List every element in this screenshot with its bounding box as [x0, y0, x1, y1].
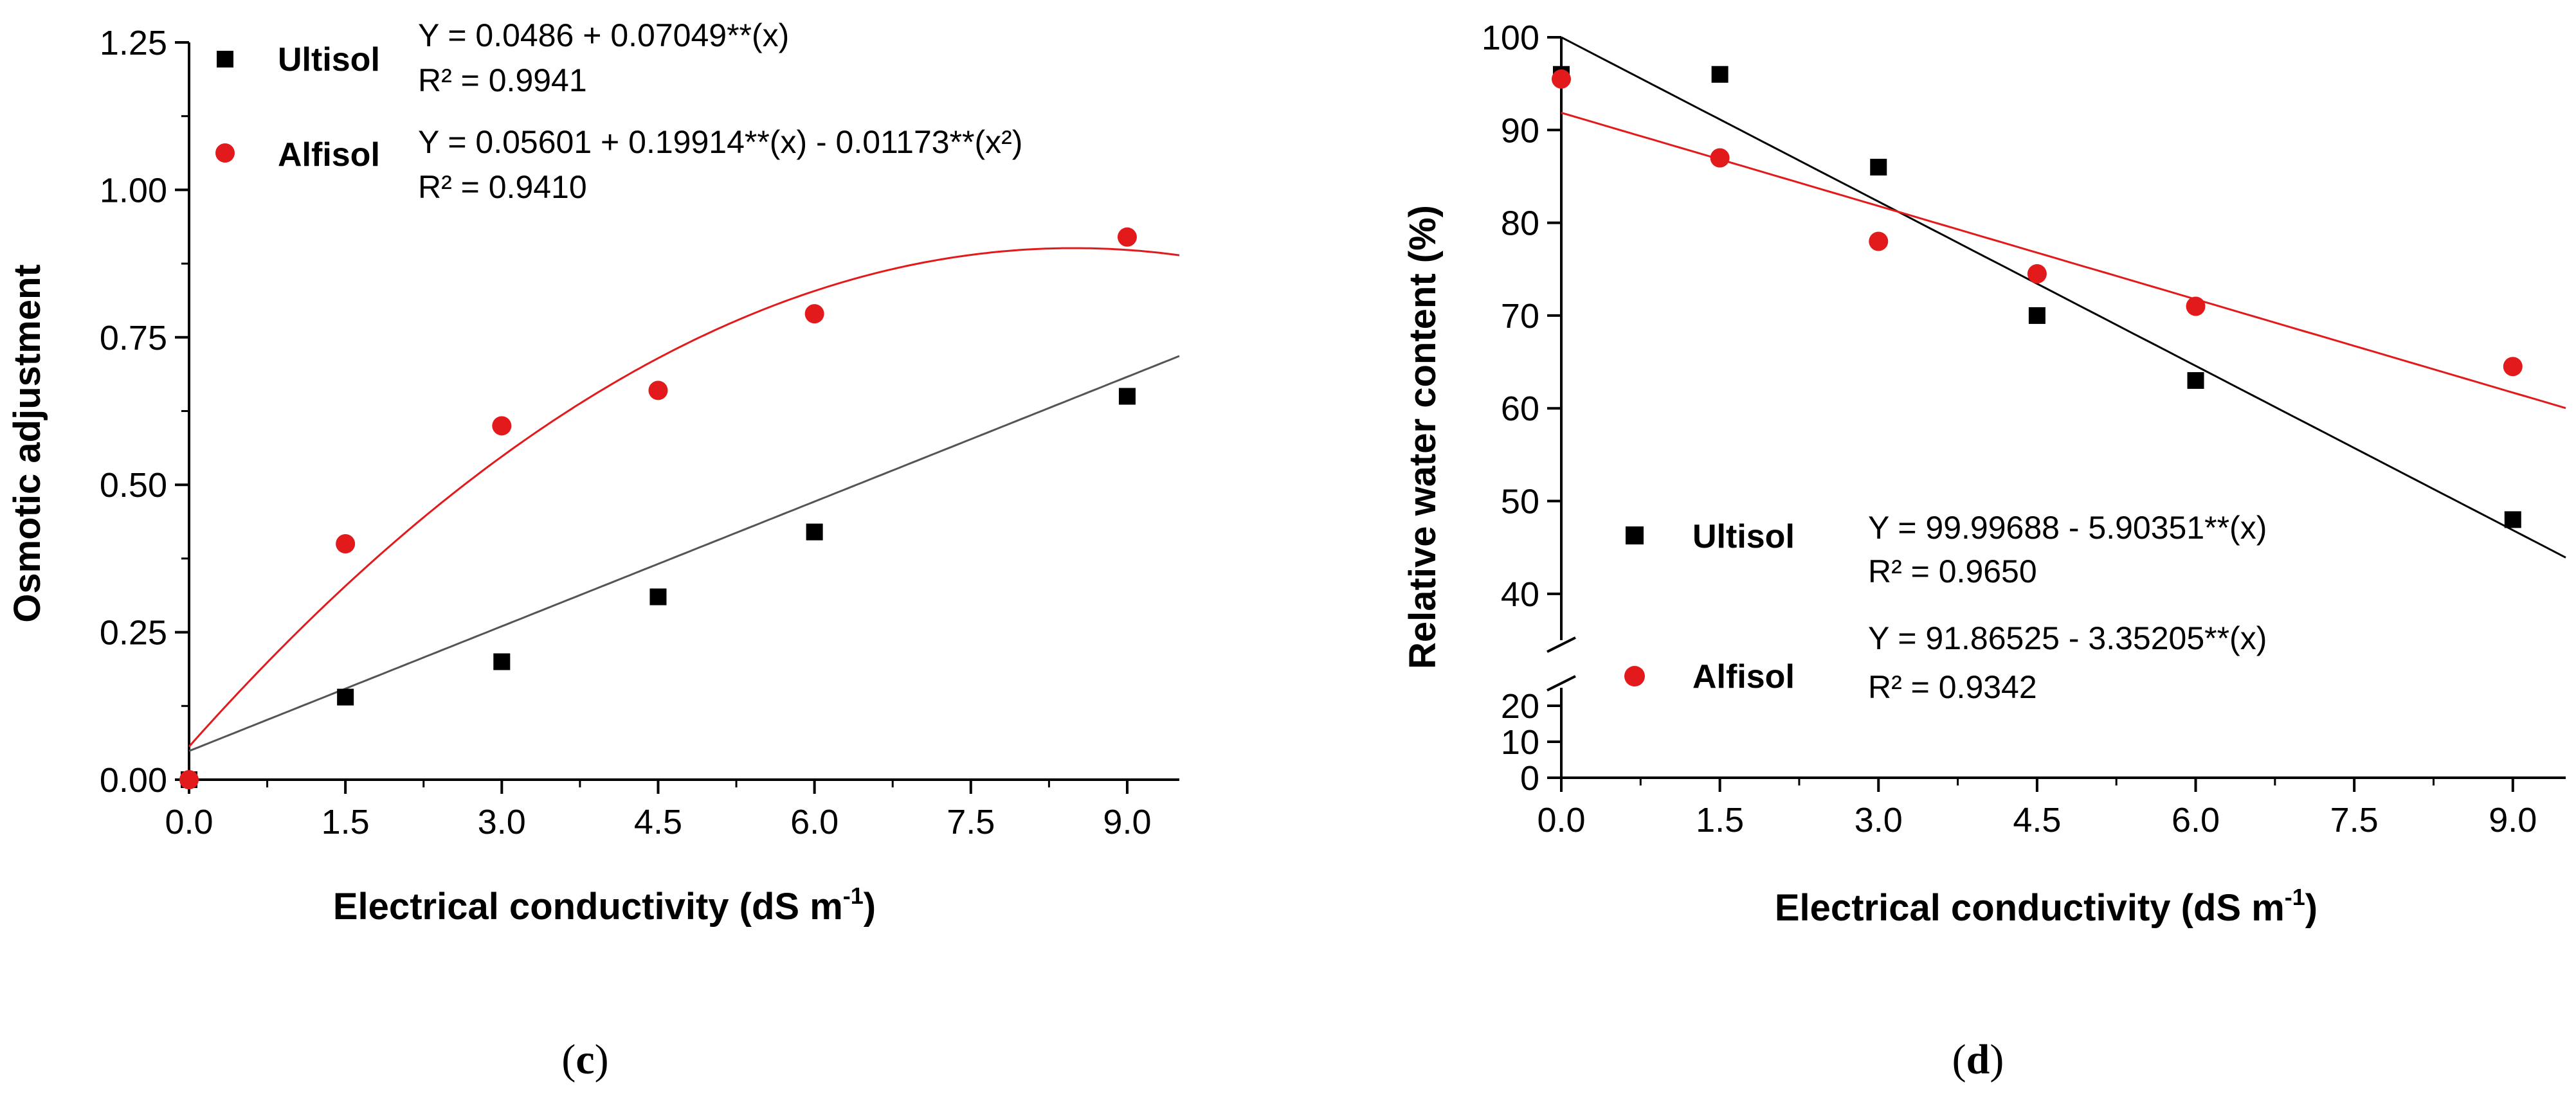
- data-point-ultisol-d: [2028, 307, 2045, 324]
- panel-d-y-tick-label: 100: [1482, 19, 1539, 57]
- fit-line-ultisol-c: [188, 355, 1180, 752]
- data-point-ultisol-d: [1711, 66, 1728, 83]
- equation-ultisol-c: Y = 0.0486 + 0.07049**(x): [418, 17, 789, 53]
- fit-line-alfisol-c: [188, 247, 1180, 748]
- panel-c-osmotic-adjustment: 0.0 1.5 3.0 4.5 6.0 7.5 9.0 0.00 0.25 0.50 0.75 1.0…: [6, 17, 1180, 1083]
- panel-d-data-points: [1552, 66, 2523, 528]
- data-point-alfisol-d: [1869, 231, 1889, 251]
- panel-c-y-tick-label: 0.25: [100, 614, 167, 652]
- data-point-alfisol-c: [1117, 227, 1137, 247]
- panel-d-x-tick-label: 4.5: [2013, 801, 2061, 839]
- data-point-ultisol-c: [493, 653, 511, 670]
- panel-c-fit-lines: [188, 247, 1180, 752]
- panel-c-y-tick-label: 0.75: [100, 319, 167, 357]
- panel-c-x-tick-label: 4.5: [634, 803, 682, 841]
- panel-d-x-tick-label: 7.5: [2330, 801, 2379, 839]
- data-point-alfisol-c: [804, 304, 824, 324]
- data-point-alfisol-c: [492, 416, 512, 436]
- panel-c-x-tick-label: 0.0: [165, 803, 213, 841]
- data-point-ultisol-c: [337, 688, 354, 706]
- data-point-alfisol-c: [179, 770, 199, 789]
- panel-d-y-tick-label: 80: [1501, 204, 1539, 243]
- panel-d-x-tick-label: 3.0: [1855, 801, 1903, 839]
- panel-c-legend: Ultisol Y = 0.0486 + 0.07049**(x) R² = 0…: [215, 17, 1022, 205]
- legend-label-ultisol-c: Ultisol: [278, 41, 380, 78]
- r2-alfisol-d: R² = 0.9342: [1868, 669, 2037, 705]
- panel-d-x-axis-title: Electrical conductivity (dS m-1): [1775, 884, 2317, 929]
- legend-marker-alfisol-d: [1624, 666, 1645, 686]
- legend-marker-ultisol-d: [1626, 526, 1644, 544]
- panel-d-y-tick-label: 40: [1501, 575, 1539, 614]
- panel-c-x-tick-label: 7.5: [947, 803, 995, 841]
- r2-ultisol-c: R² = 0.9941: [418, 62, 587, 98]
- r2-alfisol-c: R² = 0.9410: [418, 169, 587, 205]
- data-point-alfisol-d: [2186, 296, 2206, 316]
- fit-line-ultisol-d: [1561, 36, 2566, 559]
- panel-d-x-tick-label: 6.0: [2172, 801, 2220, 839]
- panel-d-y-tick-label: 50: [1501, 483, 1539, 521]
- legend-label-alfisol-c: Alfisol: [278, 136, 380, 174]
- panel-c-x-tick-label: 1.5: [322, 803, 370, 841]
- panel-d-y-tick-label: 90: [1501, 111, 1539, 150]
- data-point-alfisol-c: [648, 381, 668, 400]
- data-point-alfisol-c: [336, 534, 356, 553]
- panel-c-x-tick-label: 9.0: [1103, 803, 1151, 841]
- panel-c-y-tick-label: 1.00: [100, 171, 167, 210]
- panel-d-y-tick-label: 70: [1501, 297, 1539, 336]
- data-point-ultisol-c: [1118, 388, 1136, 405]
- panel-d-relative-water-content: 0.0 1.5 3.0 4.5 6.0 7.5 9.0 40 50 60 70 80 90 100 0102…: [1402, 19, 2566, 1083]
- data-point-ultisol-d: [2187, 372, 2204, 389]
- panel-c-axes: 0.0 1.5 3.0 4.5 6.0 7.5 9.0 0.00 0.25 0.50 0.75 1.0…: [100, 24, 1179, 841]
- panel-d-axis-break-mark: [1547, 675, 1576, 692]
- panel-c-y-tick-label: 0.00: [100, 761, 167, 800]
- panel-d-axis-break-mark: [1547, 636, 1576, 653]
- panel-d-x-tick-label: 0.0: [1537, 801, 1585, 839]
- data-point-ultisol-d: [1870, 159, 1887, 176]
- panel-d-y-tick-label: 0: [1520, 759, 1539, 798]
- data-point-ultisol-c: [649, 588, 667, 605]
- panel-c-data-points: [179, 227, 1137, 789]
- panel-c-y-tick-label: 1.25: [100, 24, 167, 62]
- panel-c-y-axis-title: Osmotic adjustment: [6, 264, 48, 623]
- legend-label-ultisol-d: Ultisol: [1692, 518, 1795, 555]
- panel-c-caption: (c): [561, 1036, 608, 1083]
- fit-line-alfisol-d: [1561, 111, 2566, 409]
- panel-c-x-tick-label: 3.0: [478, 803, 526, 841]
- panel-d-x-tick-label: 9.0: [2489, 801, 2537, 839]
- legend-marker-ultisol-c: [217, 51, 233, 67]
- panel-d-y-axis-title: Relative water content (%): [1402, 205, 1444, 669]
- data-point-alfisol-d: [1710, 148, 1730, 168]
- panel-d-caption: (d): [1952, 1036, 2004, 1083]
- legend-label-alfisol-d: Alfisol: [1692, 658, 1795, 695]
- r2-ultisol-d: R² = 0.9650: [1868, 553, 2037, 589]
- panel-c-x-tick-label: 6.0: [790, 803, 839, 841]
- data-point-ultisol-c: [806, 523, 823, 541]
- panel-d-y-tick-label: 10: [1501, 723, 1539, 762]
- panel-d-y-tick-label: 20: [1501, 687, 1539, 726]
- equation-alfisol-c: Y = 0.05601 + 0.19914**(x) - 0.01173**(x…: [418, 124, 1022, 160]
- panel-c-x-axis-title: Electrical conductivity (dS m-1): [333, 883, 876, 928]
- data-point-alfisol-d: [2027, 264, 2047, 283]
- equation-alfisol-d: Y = 91.86525 - 3.35205**(x): [1868, 620, 2267, 656]
- data-point-ultisol-d: [2504, 511, 2521, 528]
- legend-marker-alfisol-c: [215, 143, 235, 163]
- data-point-alfisol-d: [1552, 69, 1571, 89]
- panel-d-x-tick-label: 1.5: [1696, 801, 1744, 839]
- panel-d-fit-lines: [1561, 36, 2566, 559]
- panel-c-y-tick-label: 0.50: [100, 466, 167, 505]
- data-point-alfisol-d: [2503, 357, 2523, 377]
- equation-ultisol-d: Y = 99.99688 - 5.90351**(x): [1868, 510, 2267, 546]
- panel-d-y-tick-label: 60: [1501, 390, 1539, 428]
- panel-d-legend: Ultisol Y = 99.99688 - 5.90351**(x) R² =…: [1624, 510, 2267, 705]
- panel-d-axes: 0.0 1.5 3.0 4.5 6.0 7.5 9.0 40 50 60 70 80 90 100 0102…: [1482, 19, 2566, 839]
